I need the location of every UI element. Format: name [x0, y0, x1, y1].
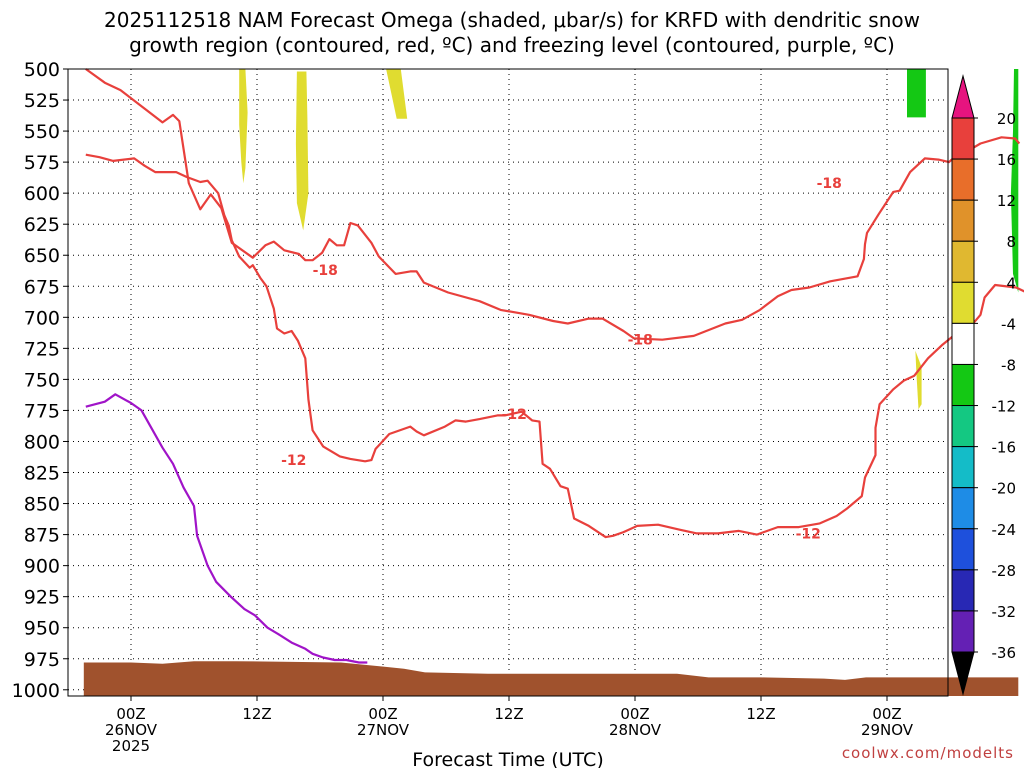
x-tick-label: 12Z [746, 705, 775, 723]
plot-area [68, 69, 948, 696]
colorbar-swatch [951, 281, 975, 324]
x-tick-label: 00Z [368, 705, 397, 723]
contour-label: -12 [281, 453, 306, 469]
contour-label: -18 [817, 176, 842, 192]
colorbar-swatch [951, 117, 975, 160]
y-tick-label: 900 [24, 556, 60, 578]
x-tick-label: 12Z [242, 705, 271, 723]
contour-label: -12 [502, 407, 527, 423]
colorbar-label: -28 [992, 562, 1017, 580]
colorbar-swatch [951, 405, 975, 448]
colorbar-label: -8 [1001, 356, 1016, 374]
x-axis-label: Forecast Time (UTC) [412, 749, 603, 768]
contour-lines [85, 68, 1024, 664]
colorbar-label: -24 [992, 521, 1017, 539]
colorbar-swatch [951, 322, 975, 365]
freezing-level-line [85, 393, 368, 664]
omega-positive-3 [386, 69, 408, 119]
x-tick-label: 00Z [116, 705, 145, 723]
terrain-layer [83, 661, 1019, 696]
colorbar-label: -32 [992, 603, 1017, 621]
colorbar-swatch [951, 569, 975, 612]
y-tick-label: 975 [24, 649, 60, 671]
omega-positive-4 [915, 350, 922, 410]
x-tick-label: 00Z [872, 705, 901, 723]
colorbar-label: -16 [992, 439, 1017, 457]
y-tick-label: 1000 [12, 680, 60, 702]
y-tick-label: 925 [24, 587, 60, 609]
colorbar-label: 20 [997, 110, 1016, 128]
colorbar-swatch [951, 363, 975, 407]
y-tick-label: 875 [24, 525, 60, 547]
isotherm-line [85, 153, 1024, 539]
y-tick-label: 600 [24, 183, 60, 205]
colorbar-label: 8 [1006, 233, 1016, 251]
y-tick-label: 850 [24, 494, 60, 516]
contour-label: -18 [313, 263, 338, 279]
y-tick-label: 725 [24, 338, 60, 360]
colorbar-top-arrow [951, 74, 975, 119]
x-tick-label: 28NOV [609, 721, 662, 739]
y-tick-label: 500 [24, 59, 60, 81]
colorbar-swatch [951, 240, 975, 283]
x-tick-label: 26NOV [105, 721, 158, 739]
x-tick-label: 2025 [112, 737, 150, 755]
colorbar-label: -20 [992, 480, 1017, 498]
y-tick-label: 800 [24, 431, 60, 453]
colorbar-swatch [951, 528, 975, 571]
colorbar: 20 16 12 8 4 -4 -8 -12 -16 -20 -24 -28 -32 -36 [951, 74, 1017, 696]
colorbar-label: 12 [997, 192, 1016, 210]
y-tick-label: 700 [24, 307, 60, 329]
colorbar-swatch [951, 158, 975, 201]
x-tick-label: 27NOV [357, 721, 410, 739]
colorbar-label: 4 [1006, 274, 1016, 292]
y-tick-label: 825 [24, 463, 60, 485]
contour-label: -12 [796, 526, 821, 542]
terrain-ground [83, 661, 1019, 696]
x-tick-label: 12Z [494, 705, 523, 723]
colorbar-swatch [951, 610, 975, 653]
y-tick-label: 650 [24, 245, 60, 267]
y-tick-label: 775 [24, 400, 60, 422]
y-tick-label: 550 [24, 121, 60, 143]
colorbar-bottom-arrow [951, 651, 975, 696]
contour-labels: -18 -18 -18 -12 -12 -12 [281, 176, 842, 542]
colorbar-swatch [951, 199, 975, 242]
omega-positive-2 [295, 71, 309, 231]
colorbar-label: 16 [997, 151, 1016, 169]
omega-positive-1 [239, 69, 248, 184]
y-tick-label: 575 [24, 152, 60, 174]
contour-label: -18 [628, 333, 653, 349]
colorbar-swatch [951, 446, 975, 489]
colorbar-label: -36 [992, 644, 1017, 662]
x-tick-label: 29NOV [861, 721, 914, 739]
y-tick-label: 750 [24, 369, 60, 391]
plot-frame [67, 68, 949, 697]
y-tick-label: 625 [24, 214, 60, 236]
colorbar-label: -4 [1001, 315, 1016, 333]
omega-negative-2 [1010, 69, 1019, 293]
chart-title-line-2: growth region (contoured, red, ºC) and f… [129, 33, 895, 57]
y-axis-ticks: 500 525 550 575 600 625 650 675 700 725 750 775 800 8… [12, 59, 68, 702]
omega-shading [239, 69, 1019, 410]
y-tick-label: 675 [24, 276, 60, 298]
x-tick-label: 00Z [620, 705, 649, 723]
y-tick-label: 525 [24, 90, 60, 112]
credit-text: coolwx.com/modelts [841, 744, 1014, 762]
colorbar-swatch [951, 487, 975, 530]
colorbar-label: -12 [992, 398, 1017, 416]
y-tick-label: 950 [24, 618, 60, 640]
omega-negative-1 [907, 69, 926, 118]
chart-title-line-1: 2025112518 NAM Forecast Omega (shaded, μ… [104, 8, 920, 32]
